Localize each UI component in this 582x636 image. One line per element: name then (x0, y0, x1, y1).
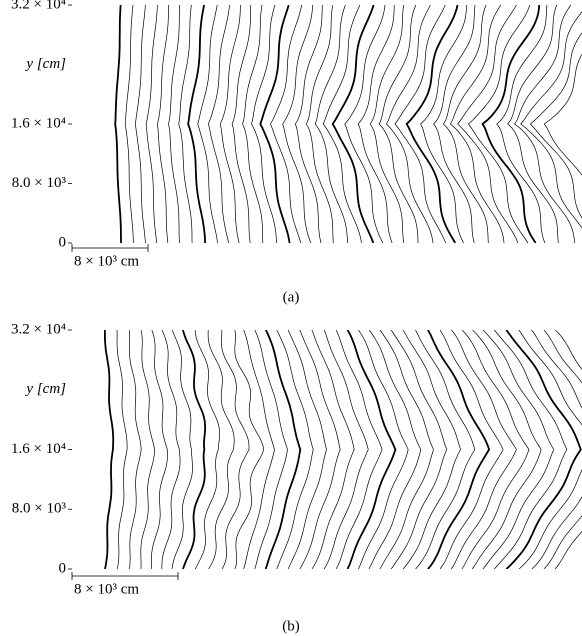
caption: (a) (283, 289, 300, 305)
front-contour (427, 330, 491, 569)
front-contour (231, 5, 252, 243)
front-contour (151, 330, 168, 569)
front-contour (171, 330, 193, 569)
y-tick-label: 0 (59, 560, 67, 576)
front-contour (208, 5, 230, 243)
front-contour (439, 330, 504, 569)
front-contour (124, 5, 134, 243)
front-contour (378, 5, 419, 243)
front-contour (323, 330, 369, 569)
front-contour (145, 5, 158, 243)
front-contour (128, 330, 142, 569)
front-contour (242, 5, 264, 243)
front-contour (299, 330, 341, 569)
front-contour (415, 330, 476, 569)
front-contour (520, 11, 582, 229)
front-contour (251, 5, 277, 243)
y-tick-label: 1.6 × 10⁴ (11, 441, 66, 457)
front-contour (369, 5, 405, 243)
front-contour (386, 5, 434, 243)
y-tick-label: 3.2 × 10⁴ (11, 0, 66, 12)
front-contour (481, 5, 541, 243)
front-contour (461, 330, 530, 569)
front-contour (207, 330, 235, 569)
front-contour (505, 330, 582, 569)
scale-bar-label: 8 × 10³ cm (74, 581, 139, 597)
front-contour (368, 330, 422, 569)
front-contour (449, 5, 505, 243)
front-contour (394, 5, 447, 243)
panel-a-contours (114, 5, 582, 243)
front-contour (529, 32, 582, 219)
front-contour (161, 330, 181, 569)
front-contour (178, 5, 193, 243)
front-contour (482, 330, 555, 569)
panel-b-contours (104, 330, 582, 569)
front-contour (134, 5, 146, 243)
front-contour (507, 5, 559, 243)
front-contour (114, 5, 122, 243)
front-contour (140, 330, 156, 569)
front-contour (531, 330, 582, 569)
front-contour (259, 5, 291, 243)
front-contour (221, 330, 250, 569)
front-contour (405, 5, 459, 243)
front-contour (157, 5, 169, 243)
front-contour (243, 330, 275, 569)
front-contour (282, 5, 313, 243)
y-tick-label: 8.0 × 10³ (12, 501, 67, 517)
front-contour (197, 5, 218, 243)
front-contour (379, 330, 434, 569)
y-tick-label: 8.0 × 10³ (12, 175, 67, 191)
front-contour (287, 330, 327, 569)
y-axis-label: y [cm] (24, 381, 66, 397)
front-contour (306, 5, 334, 243)
front-contour (314, 5, 348, 243)
front-contour (496, 5, 548, 243)
front-contour (358, 330, 409, 569)
y-tick-label: 3.2 × 10⁴ (11, 321, 66, 337)
front-contour (182, 330, 206, 569)
front-contour (451, 330, 517, 569)
front-contour (168, 5, 180, 243)
front-contour (270, 5, 303, 243)
y-tick-label: 1.6 × 10⁴ (11, 115, 66, 131)
front-contour (494, 330, 568, 569)
front-contour (264, 330, 302, 569)
y-axis-label: y [cm] (24, 56, 66, 72)
front-contour (514, 5, 575, 243)
front-contour (472, 330, 542, 569)
front-contour (402, 330, 461, 569)
front-contour (442, 5, 489, 243)
front-contour (390, 330, 448, 569)
caption: (b) (282, 618, 300, 634)
front-contour (335, 330, 383, 569)
y-tick-label: 0 (59, 234, 67, 250)
front-contour (234, 330, 265, 569)
front-contour (344, 5, 386, 243)
front-contour (276, 330, 314, 569)
front-contour (104, 330, 115, 569)
front-contour (543, 330, 582, 569)
front-contour (543, 53, 582, 176)
front-contour (433, 5, 476, 243)
front-contour (554, 330, 582, 569)
front-contour (467, 5, 531, 243)
front-contour (420, 5, 467, 243)
front-contour (116, 330, 128, 569)
front-contour (322, 5, 362, 243)
front-contour (331, 5, 375, 243)
front-contour (219, 5, 241, 243)
front-contour (518, 330, 582, 569)
front-contour (194, 330, 220, 569)
front-contour (457, 5, 519, 243)
front-contour (357, 5, 395, 243)
front-contour (254, 330, 288, 569)
front-contour (294, 5, 323, 243)
front-contour (311, 330, 355, 569)
scale-bar-label: 8 × 10³ cm (74, 253, 139, 269)
front-contour (187, 5, 206, 243)
front-contour (346, 330, 397, 569)
